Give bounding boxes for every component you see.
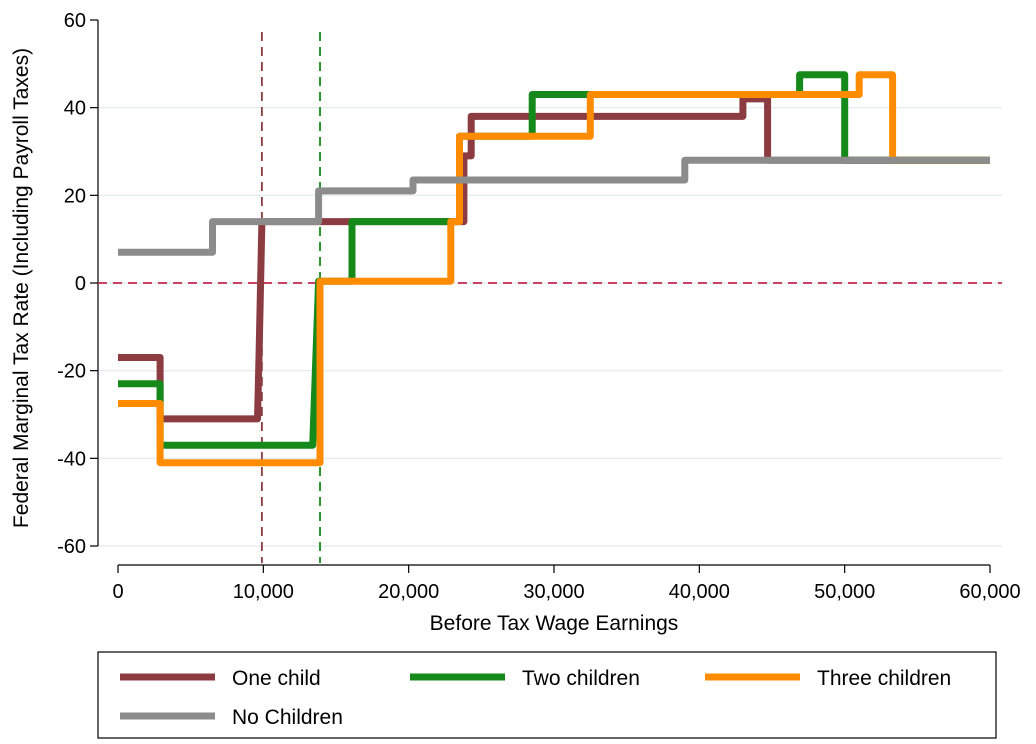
y-axis-label: Federal Marginal Tax Rate (Including Pay… [10, 48, 33, 528]
x-tick-label: 20,000 [378, 581, 439, 603]
legend-box [97, 651, 997, 739]
x-tick-label: 10,000 [233, 581, 294, 603]
legend-label: No Children [232, 706, 343, 729]
legend-label: Two children [522, 667, 640, 690]
y-tick-label: 20 [64, 185, 86, 207]
legend-label: Three children [817, 667, 951, 690]
y-tick-label: -60 [57, 536, 86, 558]
x-tick-label: 40,000 [669, 581, 730, 603]
y-tick-label: -40 [57, 448, 86, 470]
series-line [118, 156, 990, 256]
x-axis-label: Before Tax Wage Earnings [430, 612, 679, 635]
y-tick-label: 40 [64, 98, 86, 120]
x-tick-label: 50,000 [814, 581, 875, 603]
y-tick-label: 60 [64, 10, 86, 32]
x-tick-label: 0 [112, 581, 123, 603]
legend-label: One child [232, 667, 321, 690]
y-tick-label: 0 [75, 273, 86, 295]
y-tick-label: -20 [57, 361, 86, 383]
series-line [118, 95, 990, 423]
x-tick-label: 30,000 [523, 581, 584, 603]
x-tick-label: 60,000 [959, 581, 1020, 603]
